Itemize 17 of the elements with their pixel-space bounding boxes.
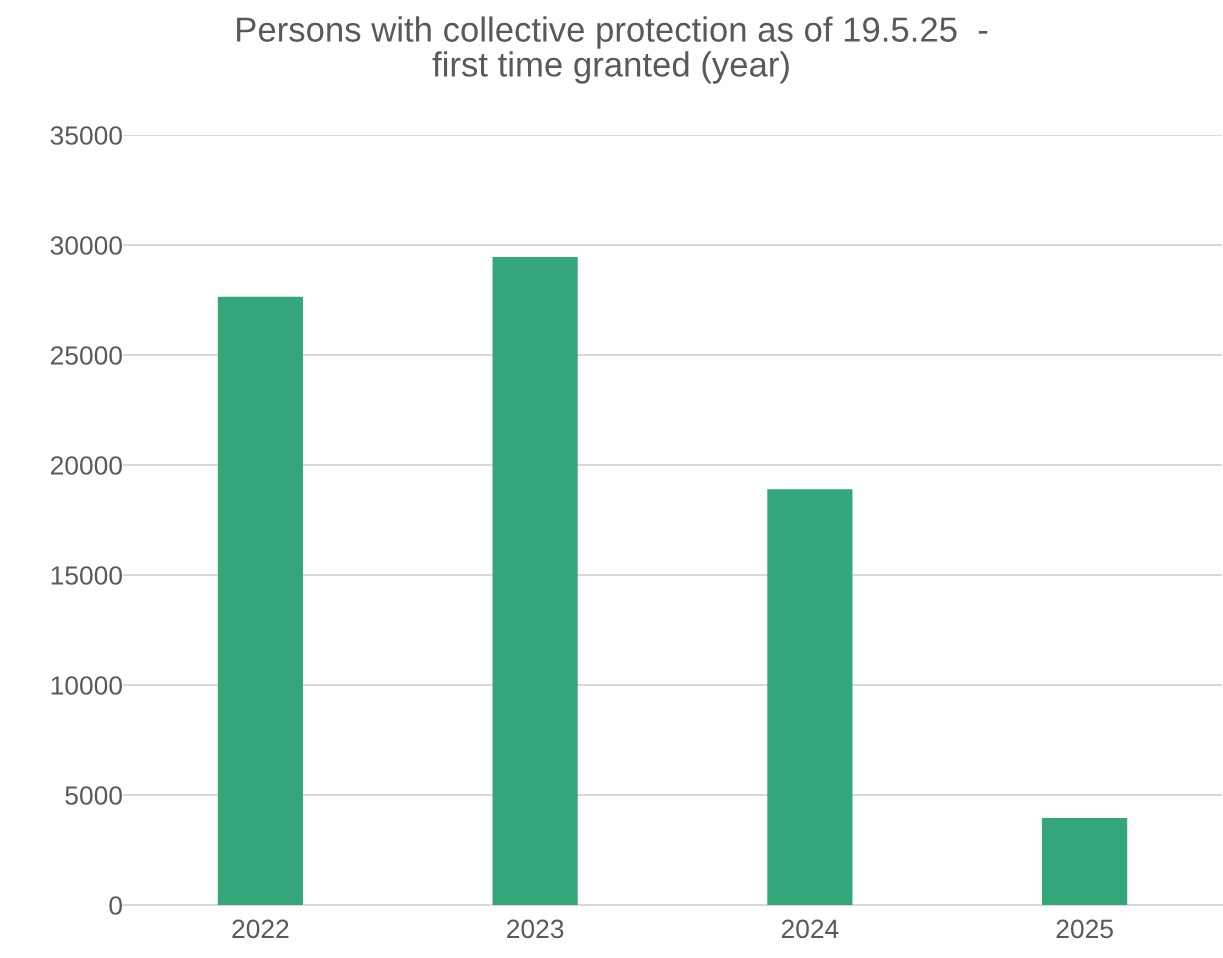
x-tick-label: 2023 (507, 919, 564, 939)
x-tick-label: 2024 (781, 919, 839, 939)
bar (1042, 818, 1128, 905)
y-tick-label: 0 (109, 896, 122, 915)
y-tick-label: 25000 (50, 346, 122, 365)
chart-title: Persons with collective protection as of 19.5.25 - first time granted (year) (237, 16, 988, 84)
y-tick-label: 30000 (50, 236, 122, 255)
bar (767, 489, 853, 905)
bar (492, 257, 578, 905)
bar (217, 296, 303, 905)
x-tick-label: 2025 (1056, 919, 1113, 939)
x-tick-label: 2022 (232, 919, 289, 939)
y-tick-label: 15000 (51, 566, 122, 585)
y-tick-label: 20000 (50, 456, 122, 475)
y-tick-label: 10000 (51, 676, 122, 695)
y-tick-label: 5000 (65, 786, 122, 805)
y-tick-label: 35000 (50, 126, 122, 145)
